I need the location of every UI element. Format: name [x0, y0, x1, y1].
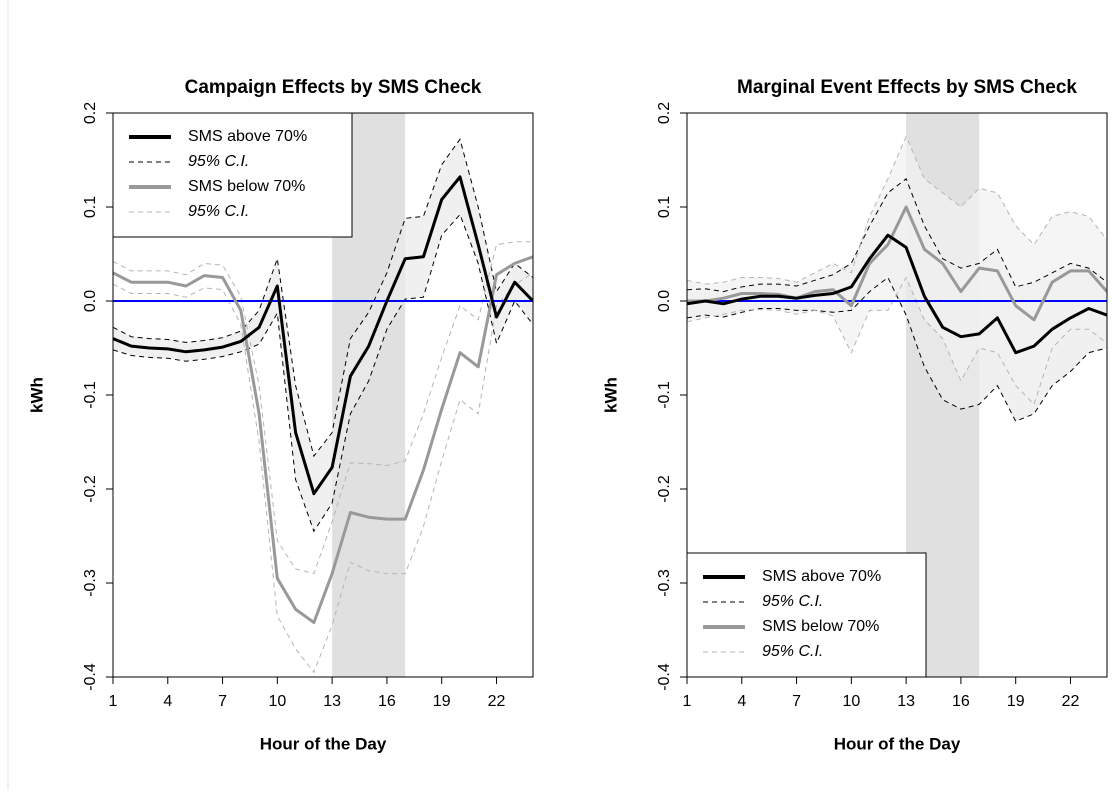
- legend-label: SMS below 70%: [762, 618, 879, 635]
- y-tick-label: -0.2: [656, 475, 673, 503]
- x-tick-label: 19: [433, 693, 451, 710]
- y-tick-label: 0.0: [82, 290, 99, 312]
- ci-line: [113, 272, 533, 674]
- y-tick-label: 0.2: [82, 102, 99, 124]
- legend-label: 95% C.I.: [188, 153, 249, 170]
- y-tick-label: -0.2: [82, 475, 99, 503]
- legend-label: 95% C.I.: [762, 643, 823, 660]
- x-tick-label: 16: [378, 693, 396, 710]
- chart-title: Campaign Effects by SMS Check: [185, 77, 482, 98]
- y-axis-label: kWh: [27, 377, 46, 413]
- series-line: [687, 205, 1107, 322]
- ci-line: [687, 276, 1107, 406]
- ci-line: [687, 177, 1107, 293]
- ci-line: [113, 213, 533, 533]
- x-axis-label: Hour of the Day: [260, 734, 387, 753]
- ci-line: [113, 241, 533, 575]
- series-line: [113, 175, 533, 496]
- y-tick-label: 0.0: [656, 290, 673, 312]
- x-tick-label: 13: [323, 693, 341, 710]
- y-tick-label: -0.3: [82, 569, 99, 597]
- ci-line: [687, 276, 1107, 422]
- legend-label: SMS above 70%: [188, 128, 307, 145]
- ci-line: [687, 135, 1107, 285]
- plot-area: [687, 113, 1107, 677]
- x-tick-label: 10: [842, 693, 860, 710]
- legend-label: 95% C.I.: [188, 203, 249, 220]
- x-tick-label: 1: [109, 693, 118, 710]
- legend-box: [112, 112, 353, 238]
- x-tick-label: 19: [1007, 693, 1025, 710]
- x-tick-label: 22: [488, 693, 506, 710]
- x-tick-label: 22: [1062, 693, 1080, 710]
- ci-line: [113, 138, 533, 458]
- y-axis-label: kWh: [601, 377, 620, 413]
- legend-label: SMS below 70%: [188, 178, 305, 195]
- legend-label: 95% C.I.: [762, 593, 823, 610]
- x-tick-label: 10: [268, 693, 286, 710]
- ci-band: [687, 136, 1107, 405]
- y-tick-label: 0.1: [82, 196, 99, 218]
- y-tick-label: -0.3: [656, 569, 673, 597]
- x-tick-label: 1: [683, 693, 692, 710]
- x-tick-label: 16: [952, 693, 970, 710]
- x-tick-label: 4: [163, 693, 172, 710]
- y-tick-label: 0.2: [656, 102, 673, 124]
- y-tick-label: -0.1: [656, 381, 673, 409]
- x-tick-label: 13: [897, 693, 915, 710]
- x-tick-label: 7: [218, 693, 227, 710]
- legend-label: SMS above 70%: [762, 568, 881, 585]
- x-tick-label: 7: [792, 693, 801, 710]
- y-tick-label: -0.4: [656, 663, 673, 691]
- chart-title: Marginal Event Effects by SMS Check: [737, 77, 1077, 98]
- y-tick-label: -0.4: [82, 663, 99, 691]
- y-tick-label: 0.1: [656, 196, 673, 218]
- x-axis-label: Hour of the Day: [834, 734, 961, 753]
- legend-box: [686, 552, 927, 678]
- series-line: [113, 255, 533, 624]
- y-tick-label: -0.1: [82, 381, 99, 409]
- x-tick-label: 4: [737, 693, 746, 710]
- ci-band: [113, 139, 533, 532]
- series-line: [687, 233, 1107, 355]
